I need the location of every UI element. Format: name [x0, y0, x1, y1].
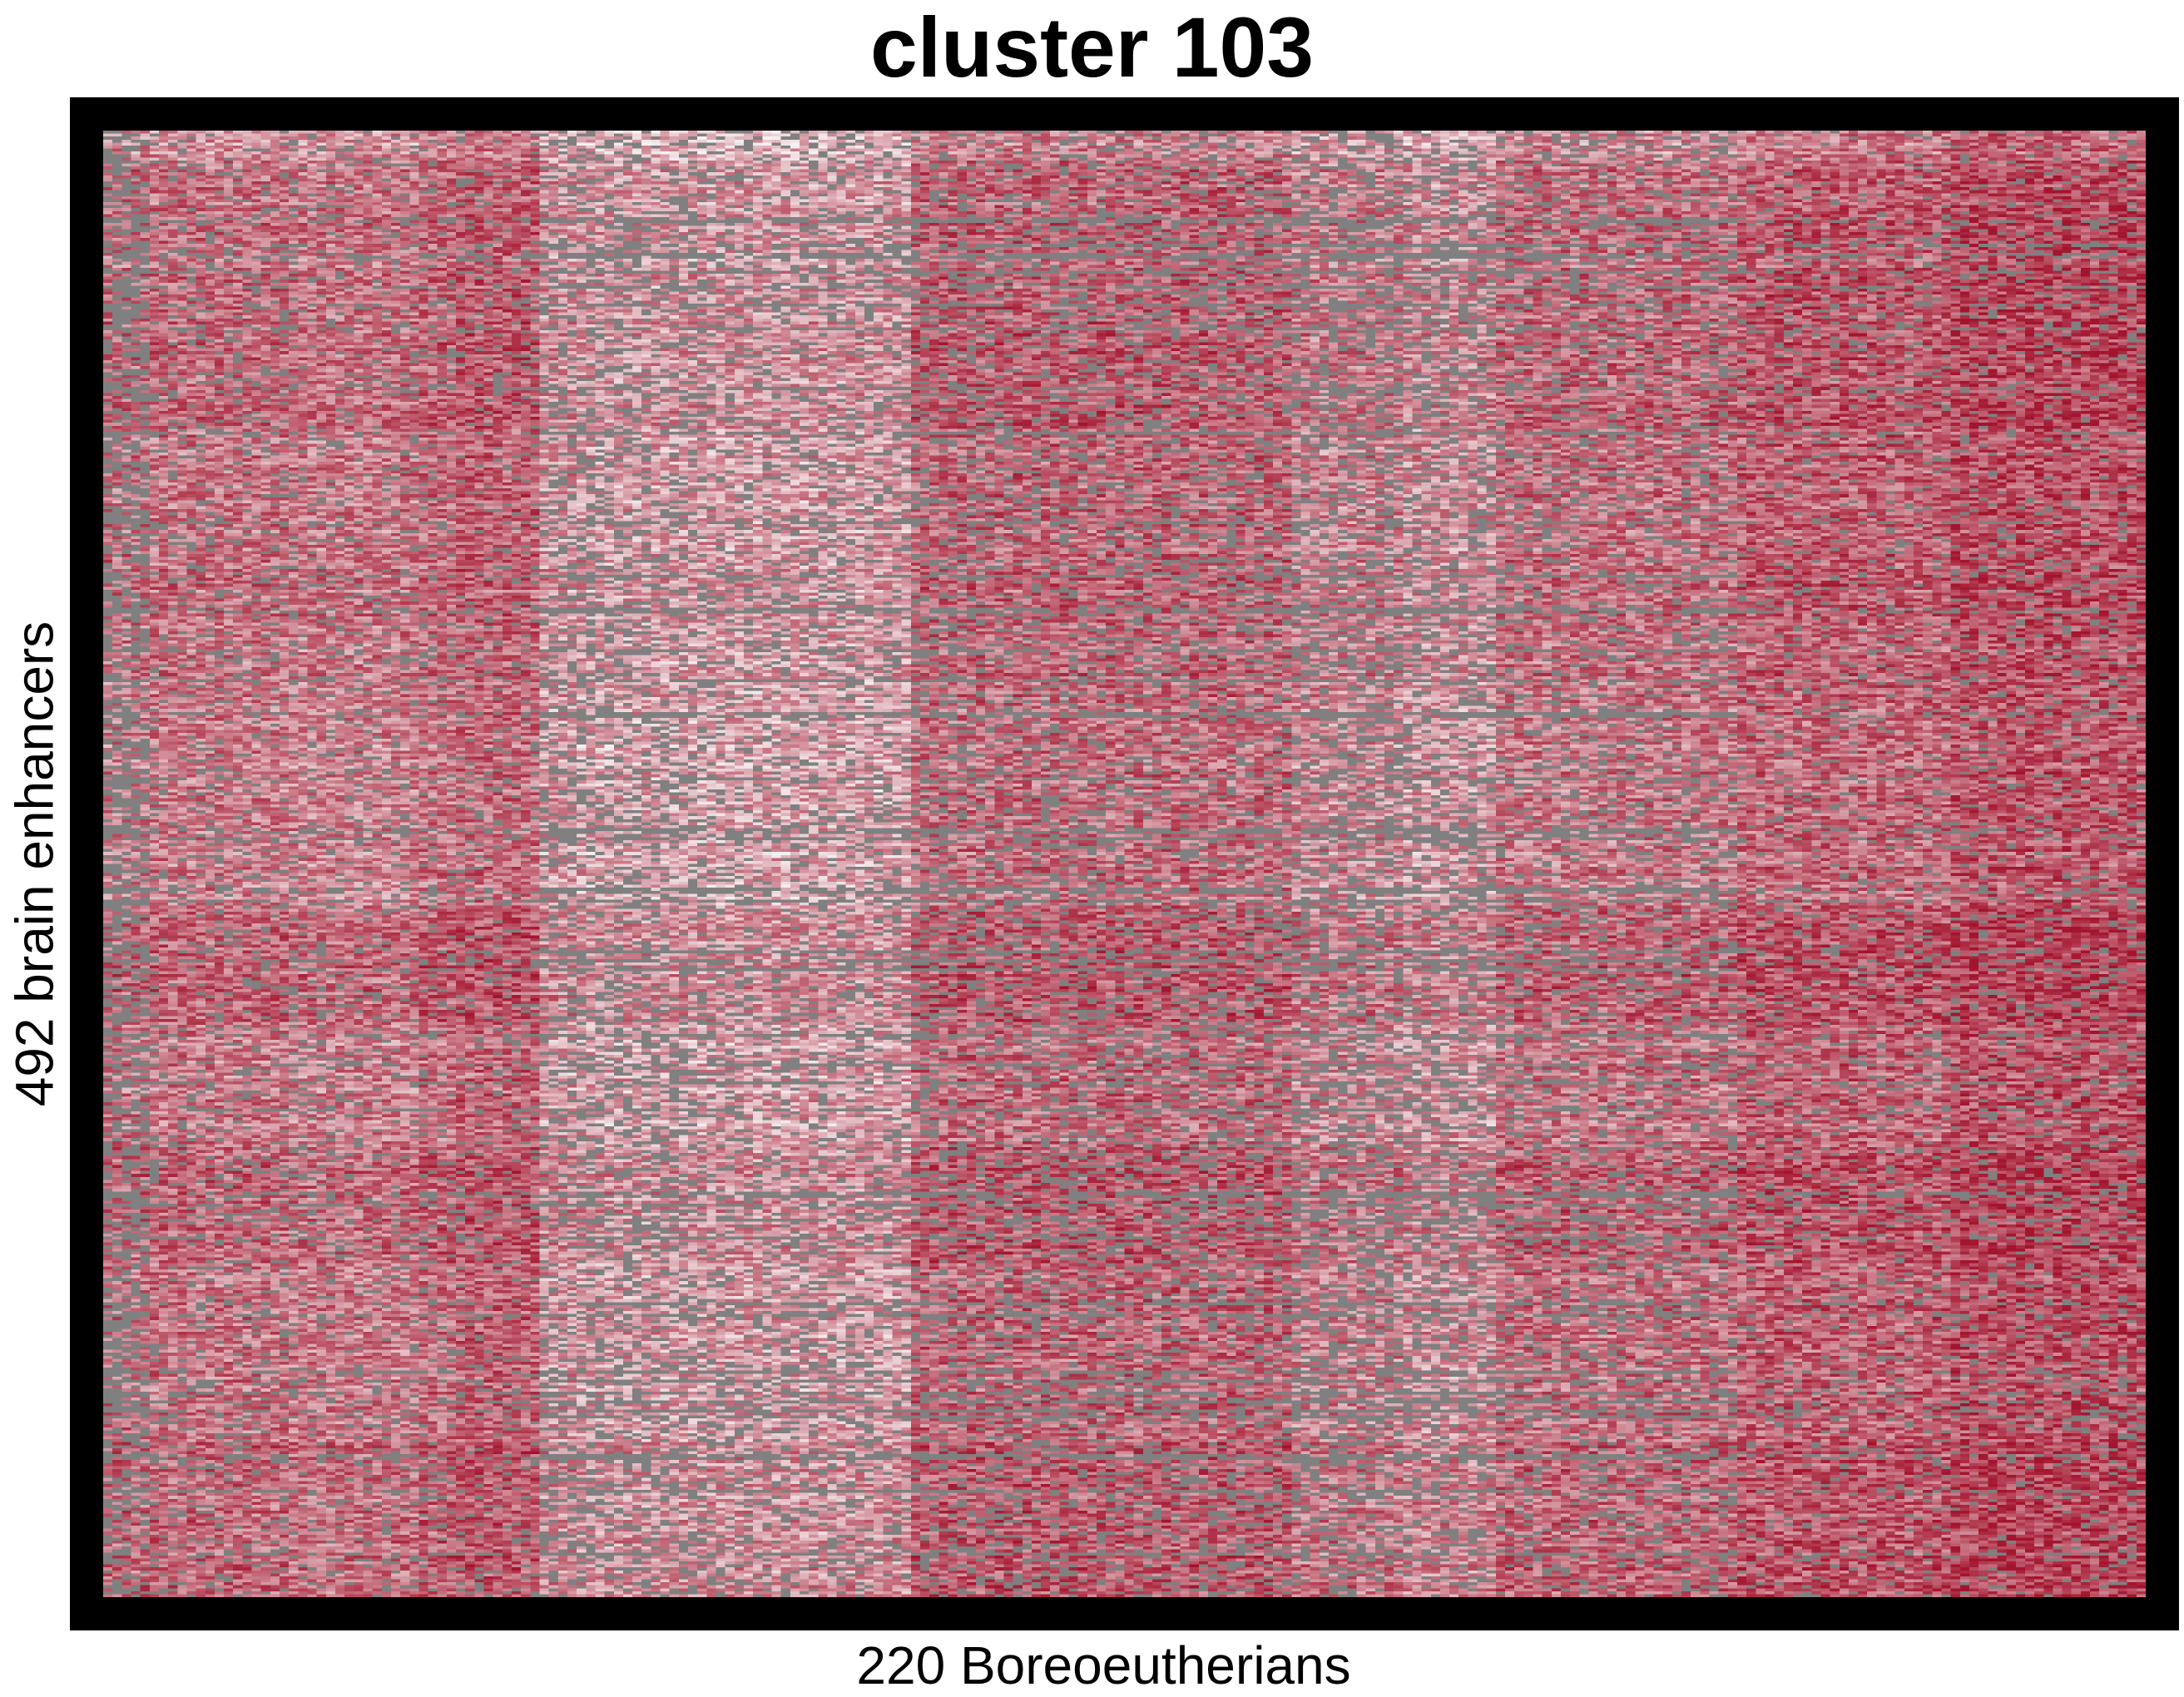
chart-title: cluster 103 [869, 0, 1314, 95]
y-axis-label: 492 brain enhancers [4, 621, 65, 1107]
x-axis-label: 220 Boreoeutherians [856, 1635, 1351, 1695]
heatmap-frame [70, 97, 2179, 1630]
heatmap-cells [103, 131, 2146, 1597]
